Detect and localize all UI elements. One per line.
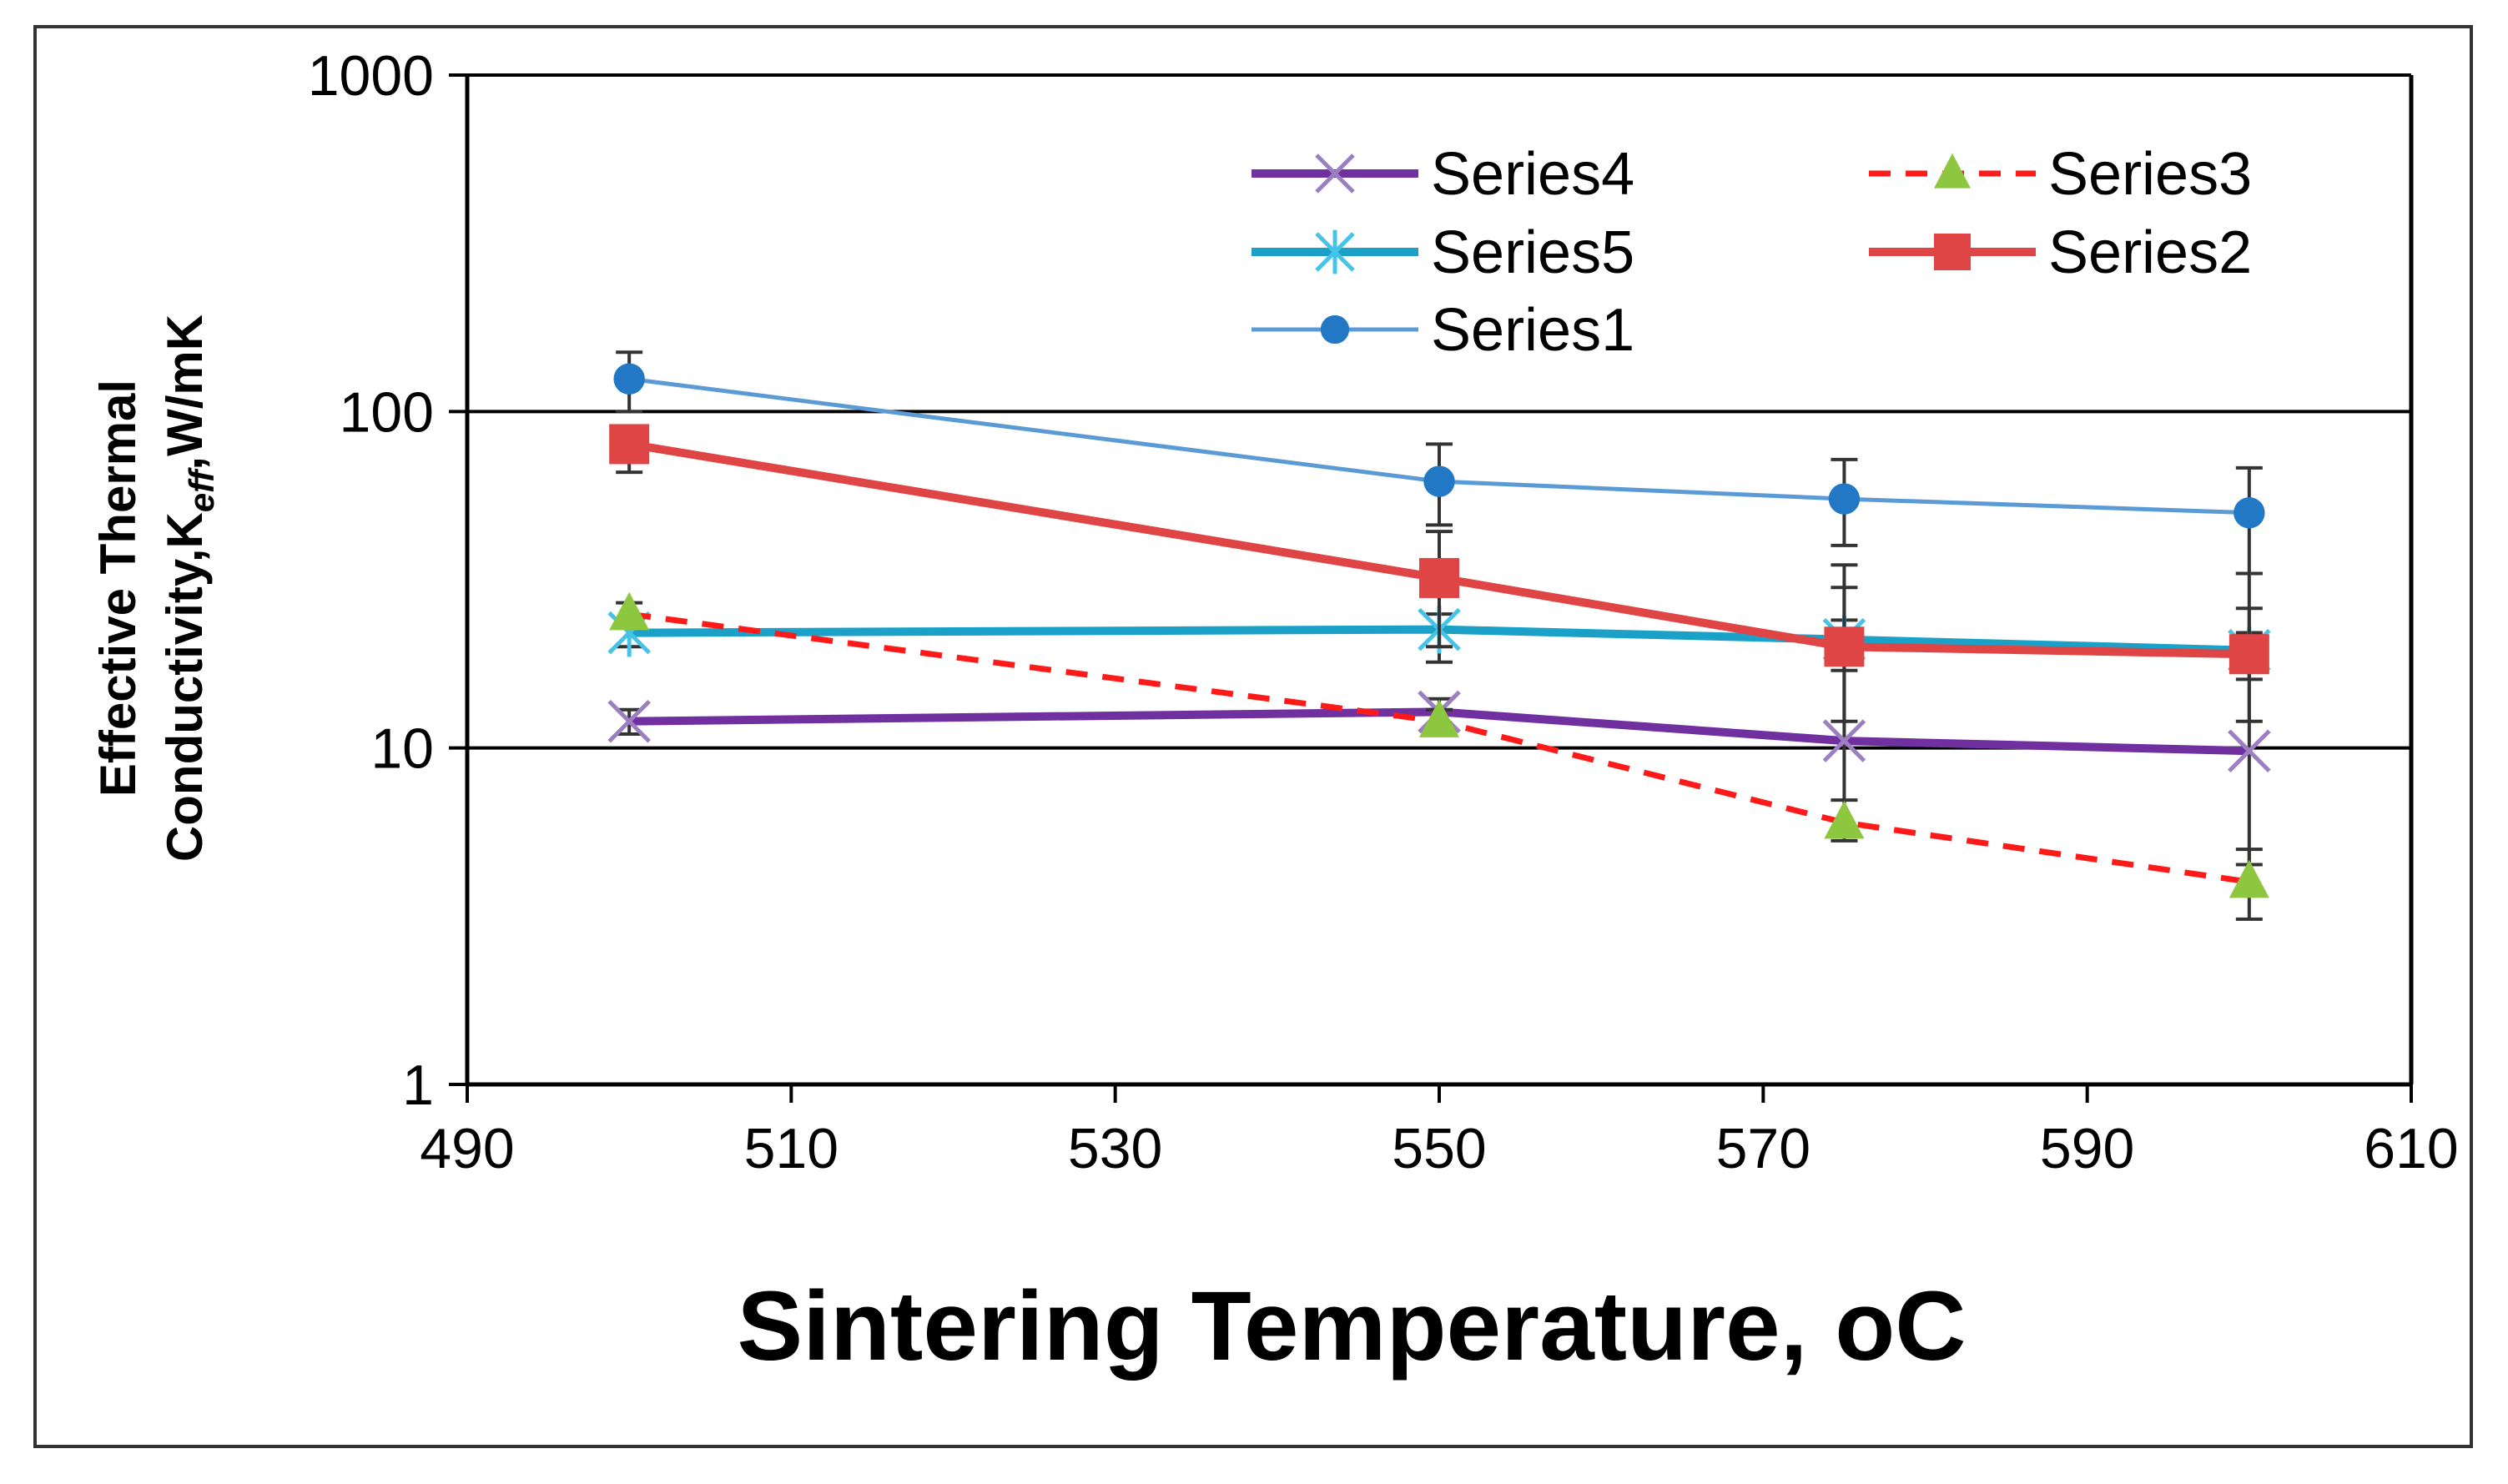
legend-item-series4: Series4 [1251, 141, 1634, 208]
data-point [1423, 465, 1455, 497]
x-tick-label: 550 [1392, 1117, 1486, 1180]
y-axis-title-line1: Effective Thermal [90, 380, 146, 797]
y-axis-title-line2: Conductivity,Keff,W/mK [157, 314, 221, 862]
legend-item-series1: Series1 [1251, 297, 1634, 364]
data-point [1822, 719, 1866, 762]
series-line [628, 611, 2250, 885]
y-axis-title-main: Conductivity,K [157, 512, 213, 862]
series-layer [607, 350, 2271, 921]
x-axis-title-unit: oC [1835, 1271, 1966, 1381]
data-point [1419, 699, 1459, 737]
y-tick-label: 1000 [308, 44, 434, 108]
data-point [1934, 234, 1971, 270]
x-tick-label: 490 [420, 1117, 514, 1180]
data-point [609, 424, 650, 465]
data-point [1824, 800, 1865, 839]
legend-label: Series2 [2048, 219, 2252, 286]
data-point [1419, 557, 1459, 598]
data-point [2228, 729, 2271, 772]
x-axis-title: Sintering Temperature, oC [737, 1271, 1966, 1381]
data-point [1824, 626, 1865, 667]
data-point [1828, 483, 1861, 515]
data-point [1315, 229, 1355, 274]
legend-item-series5: Series5 [1251, 219, 1634, 286]
legend-label: Series4 [1431, 141, 1634, 208]
series-series1 [613, 350, 2265, 576]
series-series2 [609, 424, 2269, 723]
series-line [629, 707, 2249, 756]
data-point [1315, 153, 1355, 194]
data-point [2234, 497, 2265, 529]
y-tick-label: 10 [370, 717, 434, 781]
legend-item-series2: Series2 [1869, 219, 2252, 286]
series-line [629, 625, 2249, 655]
x-tick-label: 510 [744, 1117, 839, 1180]
y-axis-title: Effective Thermal Conductivity,Keff,W/mK [90, 314, 221, 862]
legend-label: Series5 [1431, 219, 1634, 286]
data-point [609, 591, 650, 631]
x-tick-label: 530 [1068, 1117, 1162, 1180]
y-axis-title-sub: eff [182, 467, 221, 513]
data-point [2228, 634, 2269, 675]
x-axis-title-text: Sintering Temperature, [737, 1271, 1835, 1381]
y-tick-label: 100 [340, 380, 434, 444]
axis-layer: 1 10 100 1000 490 510 530 550 570 590 610 [308, 44, 2459, 1180]
x-tick-label: 590 [2040, 1117, 2134, 1180]
y-axis-title-unit: ,W/mK [157, 314, 213, 470]
legend: Series4 Series3 Series5 Series2 Series1 [1251, 141, 2252, 364]
data-point [607, 699, 651, 743]
legend-label: Series3 [2048, 141, 2252, 208]
data-point [613, 363, 645, 395]
series-line [628, 440, 2249, 659]
data-point [1320, 314, 1350, 345]
x-tick-label: 570 [1716, 1117, 1810, 1180]
legend-label: Series1 [1431, 297, 1634, 364]
series-series3 [609, 591, 2269, 921]
y-tick-label: 1 [402, 1054, 434, 1117]
data-point [1934, 153, 1971, 189]
data-point [2228, 859, 2269, 898]
series-line [628, 376, 2249, 516]
chart-frame [33, 25, 2473, 1448]
x-tick-label: 610 [2364, 1117, 2458, 1180]
legend-item-series3: Series3 [1869, 141, 2252, 208]
